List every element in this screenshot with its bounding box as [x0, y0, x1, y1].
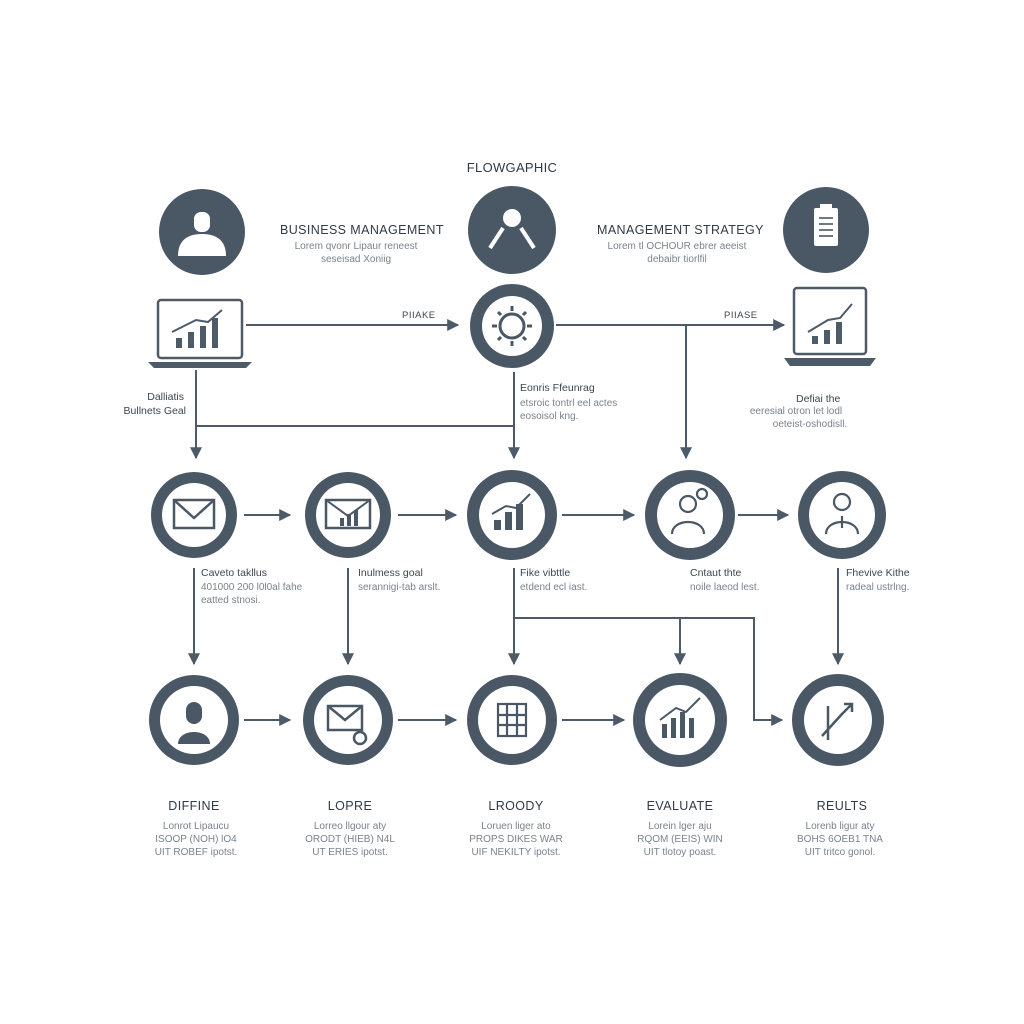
r3-node-2 [303, 675, 393, 765]
r3-sub-1a: Lonrot Lipaucu [162, 821, 230, 832]
r3-sub-1c: UIT ROBEF ipotst. [154, 847, 238, 858]
r3-sub-5a: Lorenb ligur aty [805, 821, 875, 832]
top-user-node [159, 189, 245, 275]
phase-label-left: PIIAKE [402, 310, 436, 321]
r2-sub-3a: etdend ecl iast. [520, 582, 588, 593]
user-icon [178, 212, 226, 256]
r3-sub-2c: UT ERIES ipotst. [312, 847, 388, 858]
r3-sub-5b: BOHS 6OEB1 TNA [797, 834, 883, 845]
growth-arrow-icon [821, 702, 854, 740]
r3-node-3 [467, 675, 557, 765]
center-sub-2: eosoisol kng. [520, 411, 579, 422]
person-badge-icon [670, 487, 709, 535]
right-sub-1: eeresial otron let lodl [749, 406, 843, 417]
r3-sub-4b: RQOM (EEIS) WIN [637, 834, 723, 845]
center-label: Eonris Ffeunrag [520, 382, 595, 394]
right-label: Defiai the [796, 393, 841, 405]
connector-left-branch [195, 370, 520, 460]
r3-sub-4a: Lorein lger aju [648, 821, 712, 832]
r2-label-2: Inulmess goal [358, 567, 423, 579]
right-sub-2: oeteist-oshodisll. [772, 419, 848, 430]
gear-hands-icon [488, 209, 536, 250]
center-gear-node [470, 284, 554, 368]
laptop-left [148, 298, 252, 368]
r2-node-1 [151, 472, 237, 558]
envelope-chart-icon [324, 498, 372, 530]
r3-sub-3b: PROPS DIKES WAR [469, 834, 563, 845]
r3-node-5 [792, 674, 884, 766]
r3-heading-1: DIFFINE [168, 799, 220, 813]
bar-chart-icon [491, 493, 531, 530]
r3-heading-3: LROODY [488, 799, 544, 813]
r3-node-4 [633, 673, 727, 767]
clipboard-icon [814, 204, 838, 246]
woman-icon [178, 702, 210, 744]
gear-icon [492, 306, 532, 346]
diagram-title: FLOWGAPHIC [466, 160, 558, 175]
management-strategy-sub-2: debaibr tiorlfil [647, 254, 707, 265]
left-label-1: Dalliatis [147, 391, 184, 403]
r3-sub-2a: Lorreo llgour aty [313, 821, 387, 832]
laptop-chart-icon [148, 298, 252, 368]
r2-sub-1a: 401000 200 l0l0al fahe [201, 582, 303, 593]
r3-heading-2: LOPRE [327, 799, 373, 813]
r3-sub-3a: Loruen liger ato [481, 821, 551, 832]
top-gear-node [468, 186, 556, 274]
r2-label-5: Fhevive Kithe [846, 567, 910, 579]
management-strategy-sub-1: Lorem tl OCHOUR ebrer aeeist [607, 241, 747, 252]
r3-sub-5c: UIT tritco gonol. [804, 847, 876, 858]
r2-sub-2a: serannigi-tab arslt. [358, 582, 441, 593]
r3-heading-5: REULTS [816, 799, 868, 813]
r2-sub-4a: noile laeod lest. [690, 582, 760, 593]
r2-sub-5a: radeal ustrlng. [846, 582, 910, 593]
r2-node-5 [798, 471, 886, 559]
growth-chart-icon [659, 697, 701, 738]
r2-node-4 [645, 470, 735, 560]
phase-label-right: PIIASE [724, 310, 758, 321]
grid-icon [496, 702, 528, 738]
r3-heading-4: EVALUATE [646, 799, 714, 813]
envelope-at-icon [326, 704, 368, 746]
connectors [188, 319, 844, 726]
business-management-sub-2: seseisad Xoniig [320, 254, 392, 265]
envelope-icon [172, 498, 216, 530]
r3-node-1 [149, 675, 239, 765]
top-clipboard-node [783, 187, 869, 273]
management-strategy-heading: MANAGEMENT STRATEGY [597, 223, 764, 237]
business-management-heading: BUSINESS MANAGEMENT [280, 223, 444, 237]
r3-sub-2b: ORODT (HIEB) N4L [305, 834, 395, 845]
r3-sub-3c: UIF NEKILTY ipotst. [471, 847, 561, 858]
r2-label-1: Caveto takllus [201, 567, 267, 579]
left-label-2: Bullnets Geal [123, 405, 186, 417]
center-sub-1: etsroic tontrl eel actes [520, 398, 618, 409]
laptop-right [784, 286, 876, 366]
r3-sub-1b: ISOOP (NOH) lO4 [155, 834, 237, 845]
r2-sub-1b: eatted stnosi. [201, 595, 261, 606]
connector-c3-branch [514, 617, 784, 726]
r3-sub-4c: UIT tlotoy poast. [643, 847, 717, 858]
r2-label-4: Cntaut thte [690, 567, 742, 579]
r2-label-3: Fike vibttle [520, 567, 571, 579]
r2-node-2 [305, 472, 391, 558]
person-tie-icon [824, 492, 860, 535]
business-management-sub-1: Lorem qvonr Lipaur reneest [294, 241, 418, 252]
laptop-chart-icon [784, 286, 876, 366]
r2-node-3 [467, 470, 557, 560]
